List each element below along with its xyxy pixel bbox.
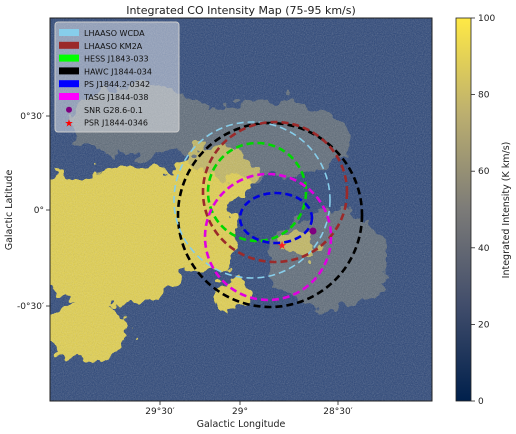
legend-marker <box>59 93 79 100</box>
psr-marker: ★ <box>277 239 287 252</box>
x-axis-label: Galactic Longitude <box>197 419 286 430</box>
legend-marker <box>66 106 72 113</box>
legend-label: LHAASO WCDA <box>84 29 145 38</box>
source-circles <box>173 120 364 309</box>
legend-label: TASG J1844-038 <box>83 93 148 102</box>
legend-marker: ★ <box>65 119 74 130</box>
x-tick-label: 29° <box>232 407 248 417</box>
colorbar-tick-label: 40 <box>478 244 490 254</box>
chart-title: Integrated CO Intensity Map (75-95 km/s) <box>126 4 356 17</box>
hawc-region <box>176 121 364 309</box>
ps-region <box>238 191 314 245</box>
legend-marker <box>59 54 79 62</box>
legend: LHAASO WCDA LHAASO KM2A HESS J1843-033 HAWC… <box>54 21 180 133</box>
legend-label: LHAASO KM2A <box>84 42 143 51</box>
legend-label: HAWC J1844-034 <box>84 67 152 76</box>
legend-marker <box>59 41 79 49</box>
legend-marker <box>59 29 79 36</box>
hess-region <box>206 141 308 243</box>
legend-label: PSR J1844-0346 <box>84 119 148 128</box>
colorbar: 0 20 40 60 80 100 Integrated Intensity (K km/… <box>455 14 512 407</box>
legend-marker <box>59 80 79 88</box>
colorbar-tick-label: 60 <box>478 167 490 177</box>
colorbar-tick-label: 20 <box>478 320 490 330</box>
lhaaso-wcda-region <box>173 121 331 279</box>
colorbar-tick-label: 100 <box>478 14 495 24</box>
lhaaso-km2a-region <box>201 120 349 264</box>
colorbar-tick-label: 0 <box>478 397 484 407</box>
tasg-region <box>203 172 333 302</box>
y-tick-label: -0°30′ <box>17 302 44 312</box>
legend-label: SNR G28.6-0.1 <box>84 106 143 115</box>
y-tick-label: 0°30′ <box>20 112 44 122</box>
x-tick-label: 28°30′ <box>323 407 352 417</box>
snr-marker <box>309 227 317 235</box>
colorbar-label: Integrated Intensity (K km/s) <box>501 142 512 279</box>
legend-marker <box>59 67 79 75</box>
legend-label: PS J1844.2-0342 <box>84 80 150 89</box>
y-tick-label: 0° <box>34 206 44 216</box>
x-tick-label: 29°30′ <box>145 407 174 417</box>
y-axis-label: Galactic Latitude <box>4 170 15 251</box>
legend-label: HESS J1843-033 <box>84 55 149 64</box>
colorbar-tick-label: 80 <box>478 91 490 101</box>
